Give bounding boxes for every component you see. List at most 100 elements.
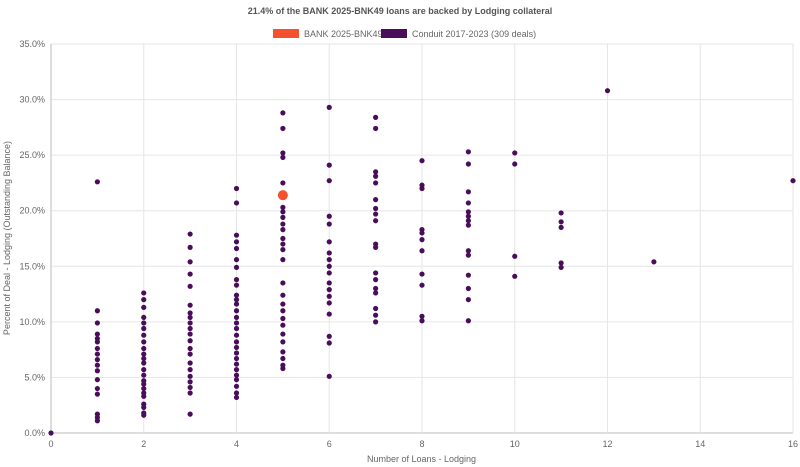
conduit-point xyxy=(187,384,193,391)
conduit-point xyxy=(280,247,286,253)
conduit-point xyxy=(233,355,240,362)
conduit-point xyxy=(465,252,471,258)
conduit-point xyxy=(187,283,193,289)
conduit-point xyxy=(280,355,286,362)
conduit-point xyxy=(373,305,379,312)
conduit-point xyxy=(373,114,379,120)
conduit-point xyxy=(373,211,379,217)
conduit-point xyxy=(280,315,286,322)
conduit-point xyxy=(280,235,286,242)
conduit-point xyxy=(233,277,240,283)
conduit-point xyxy=(141,372,147,378)
conduit-point xyxy=(280,349,286,355)
conduit-point xyxy=(326,340,332,346)
conduit-point xyxy=(465,222,471,228)
conduit-point xyxy=(373,270,379,276)
conduit-point xyxy=(187,338,193,344)
conduit-point xyxy=(326,270,332,276)
conduit-point xyxy=(373,285,379,292)
conduit-point xyxy=(326,280,332,286)
conduit-point xyxy=(187,320,193,326)
conduit-point xyxy=(141,345,147,352)
conduit-point xyxy=(94,320,100,326)
conduit-point xyxy=(419,230,425,236)
conduit-point xyxy=(558,210,564,216)
conduit-point xyxy=(280,301,286,307)
x-tick-label: 0 xyxy=(48,439,53,449)
conduit-point xyxy=(326,311,332,317)
conduit-point xyxy=(233,185,240,192)
conduit-point xyxy=(141,290,147,296)
conduit-point xyxy=(187,390,193,396)
conduit-point xyxy=(326,263,332,269)
x-tick-label: 14 xyxy=(695,439,705,449)
conduit-point xyxy=(233,325,240,332)
conduit-point xyxy=(373,218,379,224)
conduit-point xyxy=(280,292,286,298)
conduit-point xyxy=(94,345,100,352)
conduit-point xyxy=(94,339,100,345)
conduit-point xyxy=(141,320,147,326)
conduit-point xyxy=(94,385,100,392)
conduit-point xyxy=(465,209,471,215)
conduit-point xyxy=(141,355,147,362)
conduit-point xyxy=(233,320,240,326)
conduit-point xyxy=(94,418,100,424)
y-tick-label: 15.0% xyxy=(19,261,45,271)
conduit-point xyxy=(465,200,471,206)
conduit-point xyxy=(280,241,286,247)
conduit-point xyxy=(373,173,379,179)
conduit-point xyxy=(419,185,425,192)
bank-points xyxy=(277,190,288,201)
conduit-point xyxy=(141,304,147,311)
conduit-points xyxy=(48,88,796,436)
conduit-point xyxy=(326,287,332,293)
conduit-point xyxy=(326,162,332,168)
conduit-point xyxy=(187,379,193,385)
conduit-point xyxy=(465,248,471,254)
legend: BANK 2025-BNK49 Conduit 2017-2023 (309 de… xyxy=(273,29,536,39)
conduit-point xyxy=(187,345,193,352)
conduit-point xyxy=(558,224,564,230)
conduit-point xyxy=(558,260,564,266)
conduit-point xyxy=(233,232,240,238)
conduit-point xyxy=(280,257,286,263)
conduit-point xyxy=(141,297,147,303)
conduit-point xyxy=(326,333,332,339)
conduit-point xyxy=(419,158,425,164)
x-tick-label: 4 xyxy=(234,439,239,449)
conduit-point xyxy=(419,237,425,243)
conduit-point xyxy=(465,272,471,278)
conduit-point xyxy=(94,391,100,397)
conduit-point xyxy=(233,308,240,314)
conduit-point xyxy=(373,125,379,132)
conduit-point xyxy=(558,264,564,270)
conduit-point xyxy=(326,373,332,379)
conduit-point xyxy=(373,205,379,212)
conduit-point xyxy=(280,214,286,220)
conduit-point xyxy=(373,319,379,325)
conduit-point xyxy=(512,273,518,279)
conduit-point xyxy=(141,412,147,418)
conduit-point xyxy=(141,381,147,387)
legend-swatch-bank xyxy=(273,29,299,38)
conduit-point xyxy=(94,368,100,374)
x-tick-label: 16 xyxy=(788,439,798,449)
conduit-point xyxy=(280,204,286,210)
conduit-point xyxy=(233,314,240,321)
conduit-point xyxy=(233,367,240,373)
conduit-point xyxy=(94,308,100,314)
bank-point xyxy=(277,190,288,201)
conduit-point xyxy=(465,218,471,224)
conduit-point xyxy=(465,318,471,324)
conduit-point xyxy=(326,104,332,110)
conduit-point xyxy=(280,150,286,156)
conduit-point xyxy=(187,259,193,265)
conduit-point xyxy=(280,125,286,132)
conduit-point xyxy=(233,350,240,356)
conduit-point xyxy=(465,213,471,219)
conduit-point xyxy=(512,253,518,259)
conduit-point xyxy=(280,221,286,227)
